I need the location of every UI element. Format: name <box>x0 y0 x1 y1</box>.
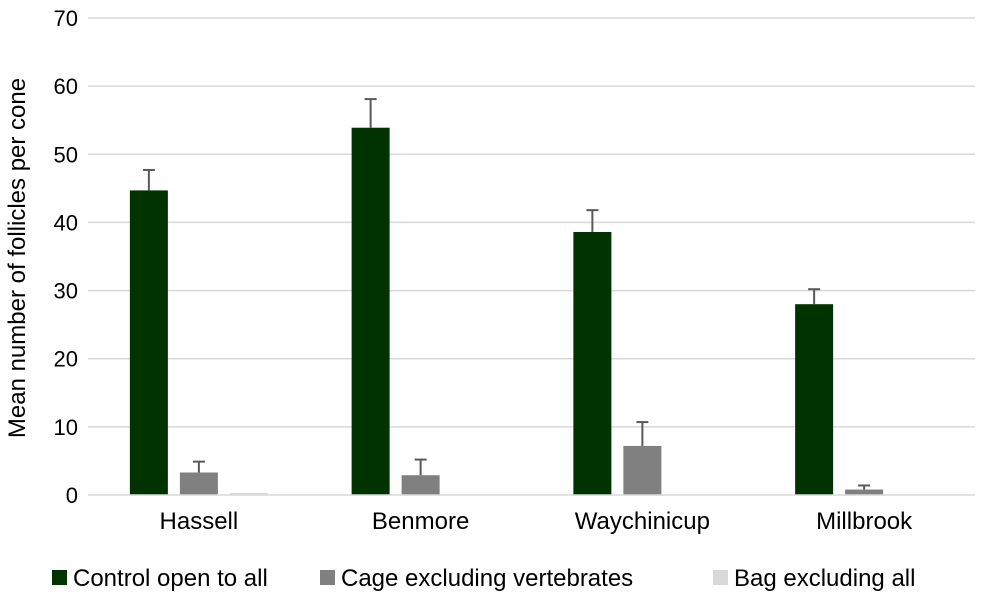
bar-benmore-control-open-to-all <box>351 127 390 496</box>
legend-label-control-open-to-all: Control open to all <box>73 565 268 592</box>
bar-waychinicup-control-open-to-all <box>573 231 612 495</box>
legend: Control open to all Cage excluding verteb… <box>52 565 915 592</box>
x-tick-label-hassell: Hassell <box>160 508 239 535</box>
bars <box>129 127 884 496</box>
error-bars <box>142 98 871 490</box>
bar-hassell-control-open-to-all <box>129 190 168 495</box>
y-tick-label-40: 40 <box>54 210 78 235</box>
y-tick-label-0: 0 <box>66 483 78 508</box>
x-tick-label-benmore: Benmore <box>372 508 469 535</box>
x-axis-category-labels: Hassell Benmore Waychinicup Millbrook <box>160 508 914 535</box>
y-axis-title: Mean number of follicles per cone <box>4 78 31 438</box>
legend-swatch-cage-excluding-vertebrates <box>320 570 335 585</box>
legend-label-bag-excluding-all: Bag excluding all <box>734 565 915 592</box>
bar-millbrook-cage-excluding-vertebrates <box>845 489 884 495</box>
bar-hassell-bag-excluding-all <box>229 492 268 495</box>
legend-swatch-bag-excluding-all <box>713 570 728 585</box>
y-axis-tick-labels: 0 10 20 30 40 50 60 70 <box>54 6 78 508</box>
bar-benmore-cage-excluding-vertebrates <box>401 475 440 495</box>
x-tick-label-millbrook: Millbrook <box>816 508 913 535</box>
legend-swatch-control-open-to-all <box>52 570 67 585</box>
legend-label-cage-excluding-vertebrates: Cage excluding vertebrates <box>341 565 633 592</box>
y-tick-label-20: 20 <box>54 347 78 372</box>
y-tick-label-10: 10 <box>54 415 78 440</box>
y-tick-label-60: 60 <box>54 74 78 99</box>
x-tick-label-waychinicup: Waychinicup <box>575 508 710 535</box>
bar-waychinicup-cage-excluding-vertebrates <box>623 445 662 495</box>
y-tick-label-50: 50 <box>54 142 78 167</box>
bar-hassell-cage-excluding-vertebrates <box>179 472 218 495</box>
gridlines <box>88 17 975 428</box>
y-tick-label-30: 30 <box>54 279 78 304</box>
bar-millbrook-control-open-to-all <box>795 304 834 495</box>
y-tick-label-70: 70 <box>54 6 78 31</box>
